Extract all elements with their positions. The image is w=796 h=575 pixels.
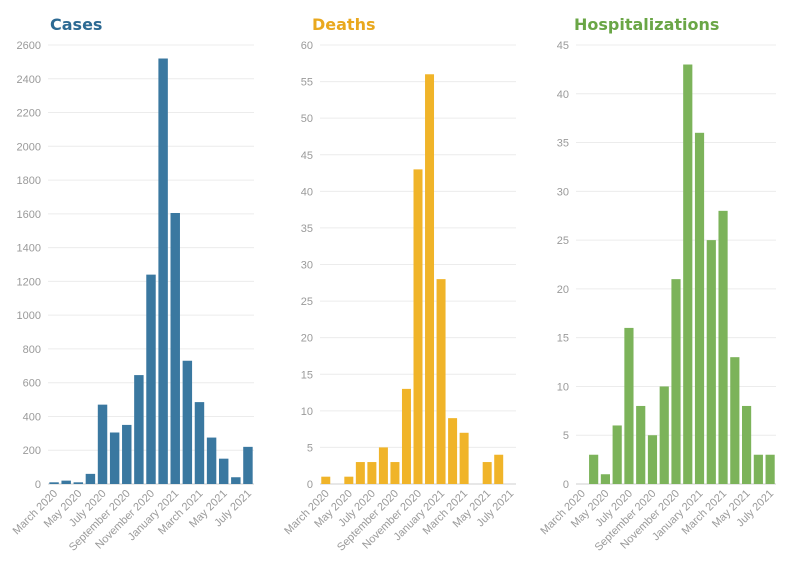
cases-bar: [170, 213, 180, 484]
deaths-bar: [367, 462, 377, 484]
cases-bar: [206, 437, 217, 484]
deaths-bar: [436, 279, 446, 484]
deaths-bar: [459, 432, 469, 484]
hospitalizations-y-tick-label: 10: [557, 381, 569, 393]
hospitalizations-bar: [589, 454, 599, 484]
deaths-y-tick-label: 0: [307, 479, 313, 491]
cases-y-tick-label: 400: [23, 411, 41, 423]
deaths-y-tick-label: 5: [307, 442, 313, 454]
cases-bar: [85, 473, 96, 484]
hospitalizations-bar: [683, 64, 693, 484]
deaths-bar: [321, 476, 331, 484]
cases-y-tick-label: 1600: [17, 209, 41, 221]
hospitalizations-bar: [636, 405, 646, 484]
cases-bar: [49, 482, 59, 484]
hospitalizations-y-tick-label: 40: [557, 89, 569, 101]
cases-y-tick-label: 800: [23, 344, 41, 356]
hospitalizations-bar: [718, 210, 728, 484]
hospitalizations-bar: [753, 454, 763, 484]
hospitalizations-bar: [647, 435, 658, 484]
deaths-bar: [344, 476, 354, 484]
hospitalizations-bar: [765, 454, 775, 484]
hospitalizations-bar: [671, 279, 681, 484]
hospitalizations-y-tick-label: 5: [563, 430, 569, 442]
hospitalizations-bar: [694, 132, 705, 485]
hospitalizations-bar: [624, 327, 634, 484]
deaths-bar: [482, 462, 492, 484]
cases-y-tick-label: 1400: [17, 243, 41, 255]
hospitalizations-bar: [706, 240, 716, 484]
deaths-y-tick-label: 10: [301, 406, 313, 418]
cases-y-tick-label: 2000: [17, 141, 41, 153]
deaths-y-tick-label: 55: [301, 77, 313, 89]
hospitalizations-y-tick-label: 20: [557, 284, 569, 296]
deaths-y-tick-label: 60: [301, 40, 313, 52]
cases-title: Cases: [50, 15, 102, 34]
hospitalizations-bar: [730, 357, 740, 484]
deaths-y-tick-label: 20: [301, 333, 313, 345]
hospitalizations-y-tick-label: 35: [557, 138, 569, 150]
cases-bar: [122, 424, 132, 484]
cases-y-tick-label: 2200: [17, 108, 41, 120]
cases-bar: [231, 477, 241, 484]
cases-bar: [146, 274, 156, 484]
cases-bar: [134, 375, 144, 484]
hospitalizations-bar: [600, 474, 610, 484]
cases-y-tick-label: 200: [23, 445, 41, 457]
deaths-y-tick-label: 35: [301, 223, 313, 235]
deaths-bar: [413, 169, 423, 484]
cases-y-tick-label: 1200: [17, 276, 41, 288]
hospitalizations-bar: [612, 425, 622, 484]
cases-bar: [109, 432, 120, 484]
deaths-y-tick-label: 30: [301, 260, 313, 272]
cases-bar: [182, 360, 193, 484]
cases-bar: [158, 58, 168, 484]
hospitalizations-y-tick-label: 25: [557, 235, 569, 247]
deaths-bar: [494, 454, 504, 484]
deaths-bar: [401, 388, 411, 484]
deaths-y-tick-label: 50: [301, 113, 313, 125]
hospitalizations-bar: [742, 405, 752, 484]
cases-y-tick-label: 600: [23, 378, 41, 390]
cases-bar: [73, 482, 84, 484]
cases-bar: [194, 402, 205, 484]
cases-y-tick-label: 1800: [17, 175, 41, 187]
cases-bar: [243, 446, 253, 484]
deaths-bar: [390, 462, 400, 484]
deaths-title: Deaths: [312, 15, 376, 34]
hospitalizations-y-tick-label: 30: [557, 186, 569, 198]
cases-bar: [218, 458, 229, 484]
deaths-bar: [378, 447, 388, 484]
cases-y-tick-label: 2600: [17, 40, 41, 52]
hospitalizations-y-tick-label: 0: [563, 479, 569, 491]
hospitalizations-bar: [659, 386, 669, 484]
cases-bar: [97, 404, 108, 484]
hospitalizations-y-tick-label: 45: [557, 40, 569, 52]
cases-bar: [61, 480, 71, 484]
hospitalizations-title: Hospitalizations: [574, 15, 719, 34]
hospitalizations-y-tick-label: 15: [557, 333, 569, 345]
deaths-y-tick-label: 40: [301, 186, 313, 198]
deaths-y-tick-label: 25: [301, 296, 313, 308]
deaths-y-tick-label: 45: [301, 150, 313, 162]
deaths-bar: [425, 74, 435, 485]
deaths-bar: [355, 462, 365, 484]
cases-y-tick-label: 1000: [17, 310, 41, 322]
cases-y-tick-label: 2400: [17, 74, 41, 86]
deaths-y-tick-label: 15: [301, 369, 313, 381]
deaths-bar: [448, 418, 458, 484]
cases-y-tick-label: 0: [35, 479, 41, 491]
